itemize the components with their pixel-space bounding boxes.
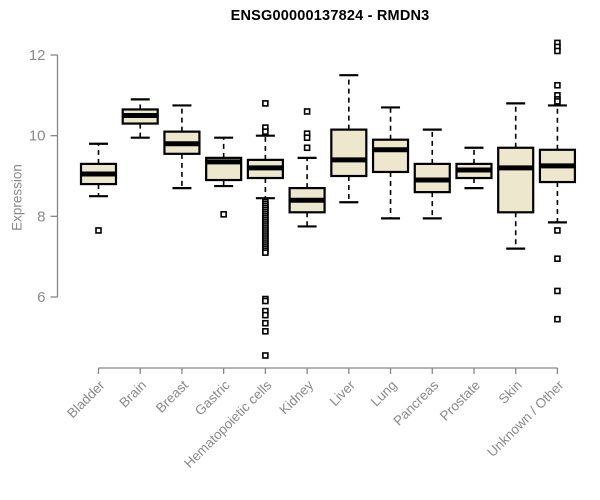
outlier-point (262, 297, 269, 305)
outlier-point (220, 211, 227, 218)
x-category-label: Breast (153, 377, 191, 415)
boxplot-hematopoietic-cells (246, 100, 284, 359)
outlier-point (554, 47, 561, 55)
outlier-point (262, 100, 269, 107)
box-rect (371, 138, 410, 174)
x-category-label: Lung (368, 378, 400, 410)
boxplot-lung (371, 106, 410, 220)
x-category-label: Kidney (276, 377, 316, 417)
boxplot-skin (497, 102, 535, 250)
boxplot-prostate (455, 146, 493, 190)
outlier-point (554, 255, 561, 262)
outlier-point (262, 327, 269, 335)
outlier-point (262, 128, 269, 135)
boxplot-liver (330, 74, 368, 204)
boxplot-unknown-other (538, 39, 577, 323)
y-axis: 6 8 10 12 (29, 47, 59, 306)
outlier-point (262, 311, 269, 319)
x-category-label: Skin (496, 378, 525, 407)
x-category-label: Pancreas (390, 377, 441, 428)
outlier-point (262, 249, 269, 256)
y-tick-label: 10 (29, 128, 46, 145)
x-category-label: Liver (327, 377, 359, 409)
outlier-point (554, 315, 561, 323)
outlier-point (554, 81, 561, 89)
y-tick-label: 8 (37, 208, 45, 225)
boxplot-brain (121, 98, 159, 139)
boxplot-kidney (288, 108, 326, 228)
x-category-label: Unknown / Other (484, 377, 567, 460)
outlier-point (554, 227, 561, 234)
outlier-point (303, 144, 311, 152)
boxplot-breast (163, 104, 201, 190)
box-rect (330, 128, 368, 178)
boxplot-pancreas (413, 128, 451, 220)
outlier-point (554, 287, 561, 295)
y-tick-label: 6 (37, 289, 45, 306)
outlier-point (554, 98, 561, 105)
outlier-point (303, 108, 311, 115)
boxplot-gastric (205, 136, 243, 218)
x-category-label: Prostate (437, 378, 483, 424)
outlier-point (95, 227, 102, 234)
x-category-label: Bladder (64, 377, 108, 421)
x-category-label: Gastric (192, 377, 233, 418)
boxplot-bladder (79, 142, 118, 234)
box-rect (497, 146, 535, 214)
outlier-point (262, 319, 269, 327)
outlier-point (262, 352, 269, 359)
chart-title: ENSG00000137824 - RMDN3 (230, 8, 430, 24)
outlier-point (303, 134, 311, 141)
x-category-label: Brain (116, 378, 149, 411)
y-tick-label: 12 (29, 47, 46, 64)
